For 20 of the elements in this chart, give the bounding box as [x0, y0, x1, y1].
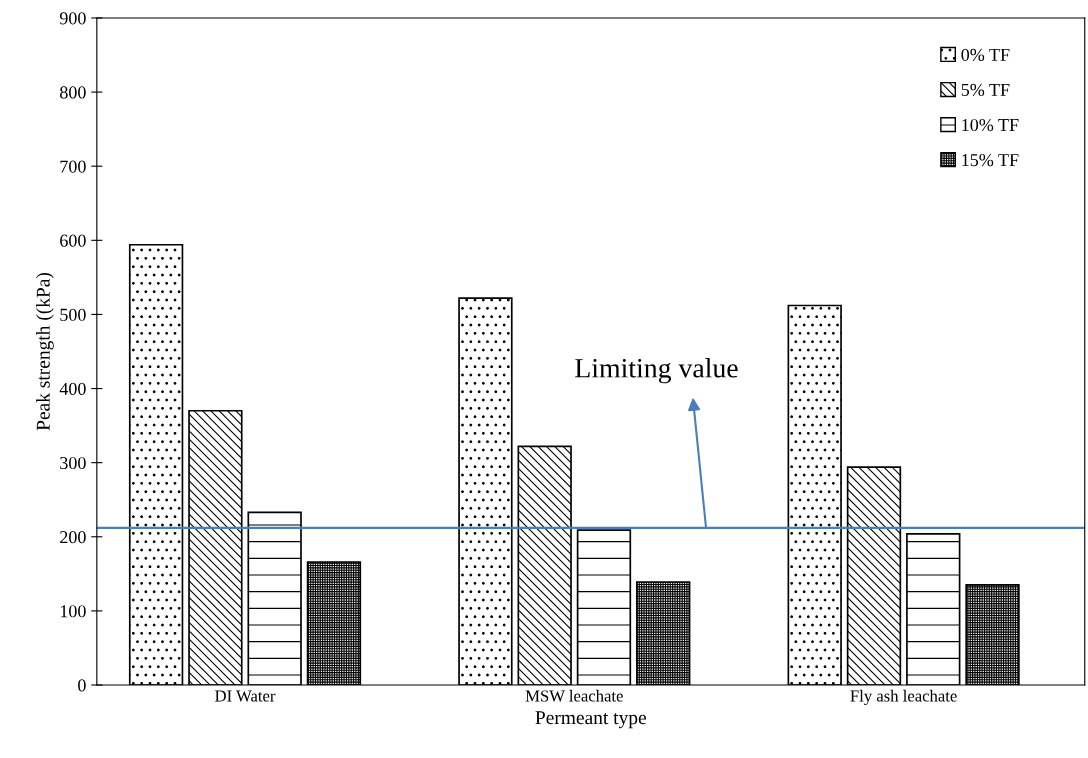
y-tick-label: 400: [59, 382, 86, 395]
legend-label: 15% TF: [962, 153, 1019, 167]
y-tick-label: 300: [60, 456, 86, 470]
y-tick-label: 900: [59, 12, 86, 25]
y-axis-title: Peak strength ((kPa): [36, 272, 54, 431]
x-axis-title: Permeant type: [535, 711, 646, 729]
x-tick-label: Fly ash leachate: [850, 689, 957, 706]
legend-label: 0% TF: [961, 48, 1010, 61]
y-tick-label: 200: [60, 531, 86, 544]
legend-label: 5% TF: [961, 83, 1010, 97]
x-tick-label: DI Water: [215, 690, 276, 702]
x-tick-label: MSW leachate: [525, 689, 623, 702]
y-tick-label: 500: [60, 308, 86, 321]
y-tick-label: 100: [60, 605, 86, 618]
y-tick-label: 600: [60, 234, 86, 247]
y-tick-label: 800: [60, 86, 86, 99]
legend-label: 10% TF: [962, 118, 1019, 132]
y-tick-label: 700: [60, 160, 86, 173]
ref-line-label: Limiting value: [575, 358, 738, 384]
y-tick-label: 0: [78, 679, 86, 692]
